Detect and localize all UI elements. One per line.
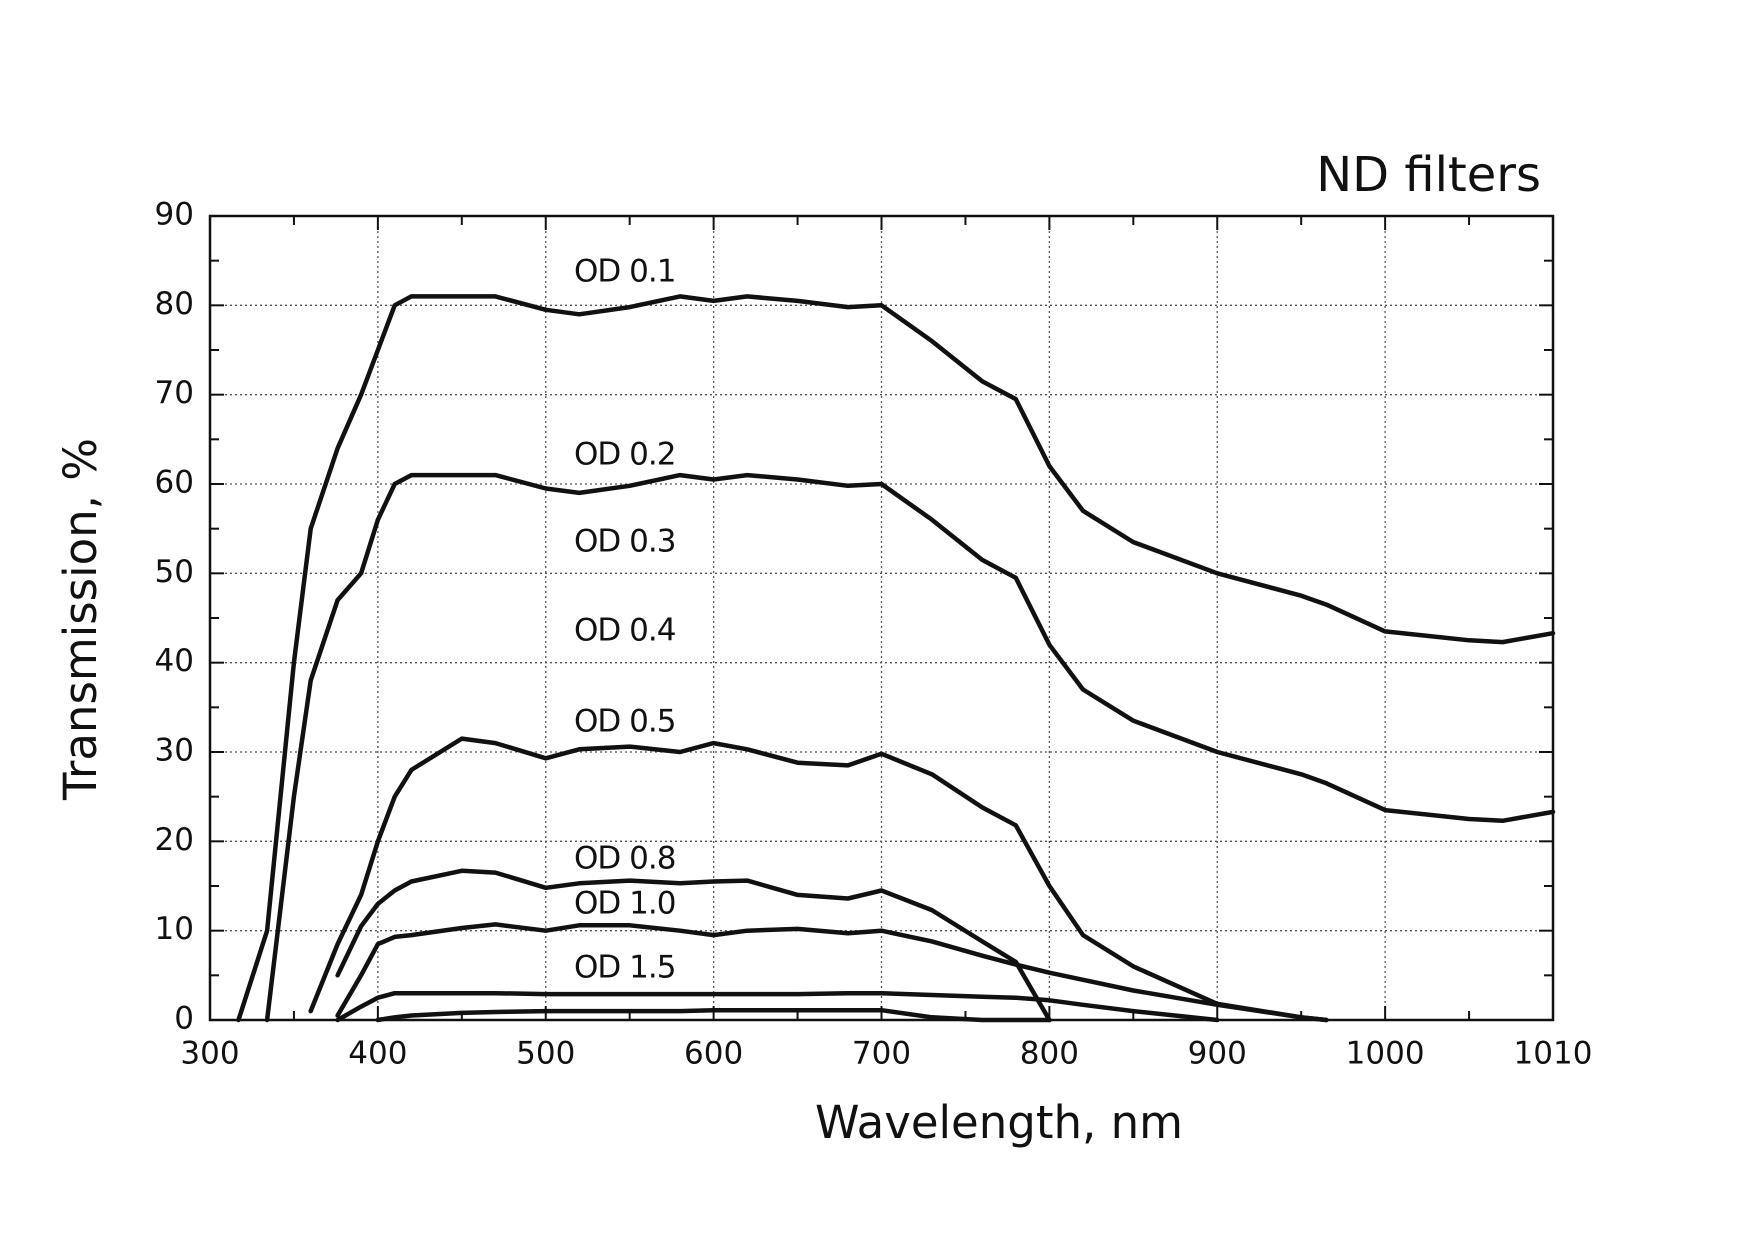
series-line <box>335 922 1329 1023</box>
series-label: OD 0.1 <box>574 254 675 290</box>
series-line <box>264 472 1556 1023</box>
y-tick-label: 20 <box>155 822 194 858</box>
y-tick-label: 50 <box>155 554 194 590</box>
label-backdrop <box>568 616 676 648</box>
label-backdrop <box>568 953 676 985</box>
label-backdrop <box>568 707 676 739</box>
y-tick-label: 70 <box>155 375 194 411</box>
x-tick-label: 1010 <box>1514 1036 1593 1072</box>
y-tick-label: 80 <box>155 286 194 322</box>
y-tick-label: 30 <box>155 733 194 769</box>
series-line <box>335 990 1220 1023</box>
series-label: OD 1.5 <box>574 950 675 986</box>
y-tick-label: 60 <box>155 465 194 501</box>
x-tick-label: 800 <box>1020 1036 1079 1072</box>
annotation: OD 0.3 <box>574 524 675 560</box>
y-tick-label: 90 <box>155 197 194 233</box>
series-line <box>236 294 1556 1023</box>
annotation: OD 0.4 <box>574 613 675 649</box>
series-label: OD 0.8 <box>574 841 675 877</box>
series-label: OD 0.2 <box>574 437 675 473</box>
y-tick-label: 10 <box>155 911 194 947</box>
series-label: OD 1.0 <box>574 886 675 922</box>
x-tick-label: 600 <box>684 1036 743 1072</box>
x-tick-label: 700 <box>852 1036 911 1072</box>
series-label: OD 0.5 <box>574 704 675 740</box>
label-backdrop <box>568 527 676 559</box>
x-tick-label: 300 <box>180 1036 239 1072</box>
x-tick-label: 400 <box>348 1036 407 1072</box>
label-backdrop <box>568 889 676 921</box>
x-tick-label: 900 <box>1188 1036 1247 1072</box>
series-line <box>335 868 1052 1023</box>
y-axis-label: Transmission, % <box>54 438 107 801</box>
x-tick-label: 1000 <box>1346 1036 1425 1072</box>
y-tick-label: 0 <box>174 1001 194 1037</box>
series-line <box>375 1007 1052 1023</box>
label-backdrop <box>568 440 676 472</box>
series-line <box>308 736 1329 1023</box>
x-axis-label: Wavelength, nm <box>815 1096 1183 1149</box>
x-tick-label: 500 <box>516 1036 575 1072</box>
y-tick-label: 40 <box>155 643 194 679</box>
label-backdrop <box>568 844 676 876</box>
chart-title: ND filters <box>1316 147 1541 203</box>
label-backdrop <box>568 257 676 289</box>
